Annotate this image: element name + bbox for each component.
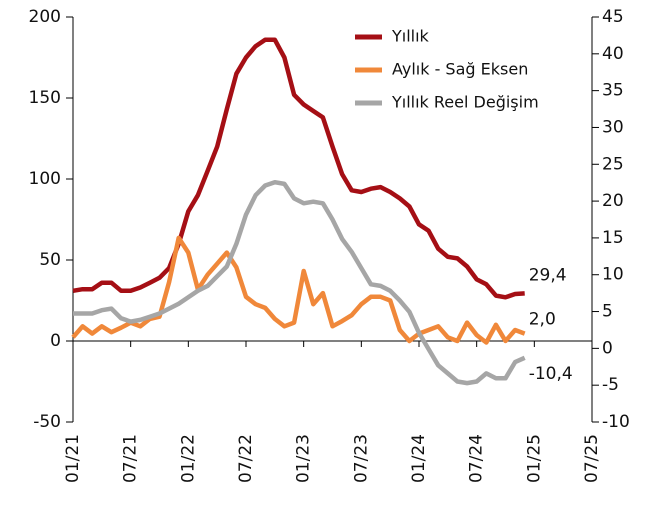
- end-label: -10,4: [529, 364, 573, 384]
- x-tick-label: 07/22: [236, 434, 256, 483]
- y2-tick-label: 30: [602, 117, 624, 137]
- y2-tick-label: 15: [602, 228, 624, 248]
- y2-tick-label: 45: [602, 7, 624, 27]
- legend-label: Yıllık: [391, 27, 430, 46]
- y-tick-label: -50: [33, 412, 61, 432]
- x-tick-label: 01/23: [294, 434, 314, 483]
- legend-label: Aylık - Sağ Eksen: [392, 60, 528, 79]
- y2-tick-label: 40: [602, 44, 624, 64]
- y2-tick-label: 20: [602, 191, 624, 211]
- x-tick-label: 07/25: [582, 434, 602, 483]
- y2-tick-label: 10: [602, 265, 624, 285]
- y2-tick-label: -10: [602, 412, 630, 432]
- y2-tick-label: 25: [602, 154, 624, 174]
- x-tick-label: 01/25: [524, 434, 544, 483]
- x-tick-label: 07/24: [467, 434, 487, 483]
- y-tick-label: 100: [29, 169, 61, 189]
- y-tick-label: 200: [29, 7, 61, 27]
- end-label: 29,4: [529, 265, 567, 285]
- line-series: [72, 37, 525, 300]
- x-tick-label: 01/21: [63, 434, 83, 483]
- y-tick-label: 150: [29, 88, 61, 108]
- x-tick-label: 07/23: [351, 434, 371, 483]
- x-tick-label: 07/21: [121, 434, 141, 483]
- end-label: 2,0: [529, 310, 556, 330]
- y2-tick-label: 35: [602, 81, 624, 101]
- y-tick-label: 50: [39, 250, 61, 270]
- y2-tick-label: 0: [602, 338, 613, 358]
- line-series: [71, 235, 526, 345]
- y2-tick-label: 5: [602, 302, 613, 322]
- x-tick-label: 01/22: [178, 434, 198, 483]
- x-tick-label: 01/24: [409, 434, 429, 483]
- y-tick-label: 0: [50, 331, 61, 351]
- y2-tick-label: -5: [602, 375, 619, 395]
- line-series: [73, 179, 526, 386]
- legend-label: Yıllık Reel Değişim: [391, 93, 539, 112]
